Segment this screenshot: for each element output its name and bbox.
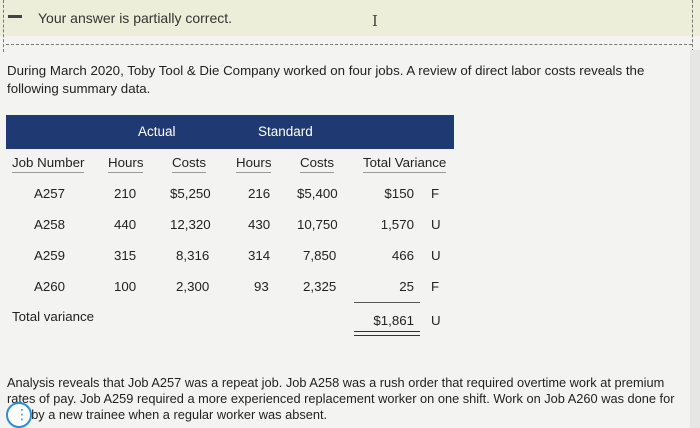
col-actual-costs: Costs <box>172 155 206 173</box>
table-row-variance: 466 <box>391 248 414 263</box>
table-row-actual-hours: 100 <box>114 279 137 294</box>
table-row-actual-costs: 8,316 <box>176 248 210 263</box>
table-row-flag: U <box>431 217 441 232</box>
table-group-header: Actual Standard <box>6 115 454 149</box>
table-row-variance: 25 <box>399 279 414 294</box>
total-variance-flag: U <box>431 313 441 328</box>
help-icon[interactable] <box>6 402 32 428</box>
answer-box-border-right <box>692 0 693 52</box>
table-row-job: A257 <box>34 186 66 201</box>
table-row-standard-costs: 7,850 <box>303 248 337 263</box>
total-variance-value: $1,861 <box>373 313 414 328</box>
table-row-variance: $150 <box>384 186 414 201</box>
table-row-standard-hours: 216 <box>248 186 271 201</box>
table-row-standard-hours: 93 <box>254 279 269 294</box>
subtotal-rule <box>354 302 420 303</box>
table-row-flag: F <box>431 186 440 201</box>
table-row-flag: F <box>431 279 440 294</box>
table-row-standard-costs: 2,325 <box>303 279 337 294</box>
table-row-actual-costs: 12,320 <box>170 217 211 232</box>
analysis-text: Analysis reveals that Job A257 was a rep… <box>7 375 675 422</box>
total-double-rule <box>354 331 420 336</box>
table-row-actual-hours: 440 <box>114 217 137 232</box>
answer-box-border-left <box>3 0 4 52</box>
table-row-variance: 1,570 <box>380 217 414 232</box>
table-row-actual-costs: 2,300 <box>176 279 210 294</box>
problem-intro: During March 2020, Toby Tool & Die Compa… <box>7 63 645 96</box>
minus-icon <box>8 15 22 18</box>
table-row-actual-costs: $5,250 <box>170 186 211 201</box>
table-row-standard-costs: 10,750 <box>297 217 338 232</box>
table-row-standard-costs: $5,400 <box>297 186 338 201</box>
table-row-actual-hours: 210 <box>114 186 137 201</box>
text-cursor-icon: I <box>372 12 378 30</box>
feedback-banner: Your answer is partially correct. I <box>0 0 700 36</box>
total-variance-label: Total variance <box>12 309 95 324</box>
group-standard: Standard <box>258 124 313 139</box>
col-standard-hours: Hours <box>236 155 272 173</box>
table-row-standard-hours: 314 <box>248 248 271 263</box>
table-row-job: A258 <box>34 217 66 232</box>
feedback-message: Your answer is partially correct. <box>38 10 233 26</box>
table-row-actual-hours: 315 <box>114 248 137 263</box>
group-actual: Actual <box>138 124 176 139</box>
table-row-standard-hours: 430 <box>248 217 271 232</box>
table-row-job: A259 <box>34 248 66 263</box>
scroll-gutter <box>690 50 700 428</box>
table-row-flag: U <box>431 248 441 263</box>
col-actual-hours: Hours <box>108 155 144 173</box>
col-job-number: Job Number <box>12 155 85 173</box>
col-total-variance: Total Variance <box>363 155 447 173</box>
col-standard-costs: Costs <box>300 155 334 173</box>
table-row-job: A260 <box>34 279 66 294</box>
answer-box-divider <box>6 44 692 45</box>
